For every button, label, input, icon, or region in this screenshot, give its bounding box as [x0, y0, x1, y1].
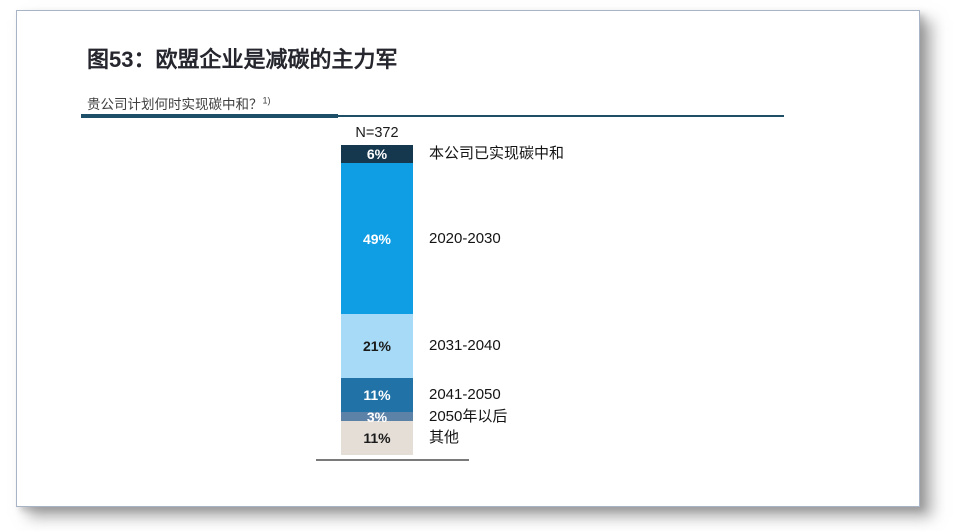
bar-segment-achieved: 6%: [341, 145, 413, 164]
bar-segment-2041-2050: 11%: [341, 378, 413, 413]
category-label-2031-2040: 2031-2040: [429, 337, 501, 355]
bar-segment-after-2050: 3%: [341, 408, 413, 425]
divider-line-thin: [338, 115, 784, 117]
segment-value: 3%: [366, 408, 388, 425]
category-label-achieved: 本公司已实现碳中和: [429, 145, 565, 163]
report-page: 图53：欧盟企业是减碳的主力军 贵公司计划何时实现碳中和？1) N=372 6%…: [16, 10, 920, 507]
segment-value: 6%: [366, 146, 388, 163]
category-label-after-2050: 2050年以后: [429, 407, 508, 425]
segment-value: 11%: [363, 387, 391, 404]
bar-segment-2031-2040: 21%: [341, 313, 413, 379]
bar-segment-other: 11%: [341, 421, 413, 456]
baseline: [316, 459, 469, 461]
category-label-2020-2030: 2020-2030: [429, 229, 501, 247]
category-label-other: 其他: [429, 429, 460, 447]
segment-value: 21%: [362, 338, 392, 355]
stacked-bar: 6% 49% 21% 11% 3% 11%: [341, 145, 413, 456]
figure-question-text: 贵公司计划何时实现碳中和？: [87, 97, 263, 112]
category-label-2041-2050: 2041-2050: [429, 386, 501, 404]
bar-segment-2020-2030: 49%: [341, 163, 413, 314]
figure-question: 贵公司计划何时实现碳中和？1): [87, 93, 271, 113]
figure-title: 图53：欧盟企业是减碳的主力军: [87, 47, 398, 72]
divider-line-thick: [81, 114, 338, 118]
segment-value: 49%: [362, 230, 392, 247]
footnote-marker: 1): [262, 95, 271, 106]
sample-size-label: N=372: [355, 125, 399, 141]
segment-value: 11%: [363, 430, 391, 447]
